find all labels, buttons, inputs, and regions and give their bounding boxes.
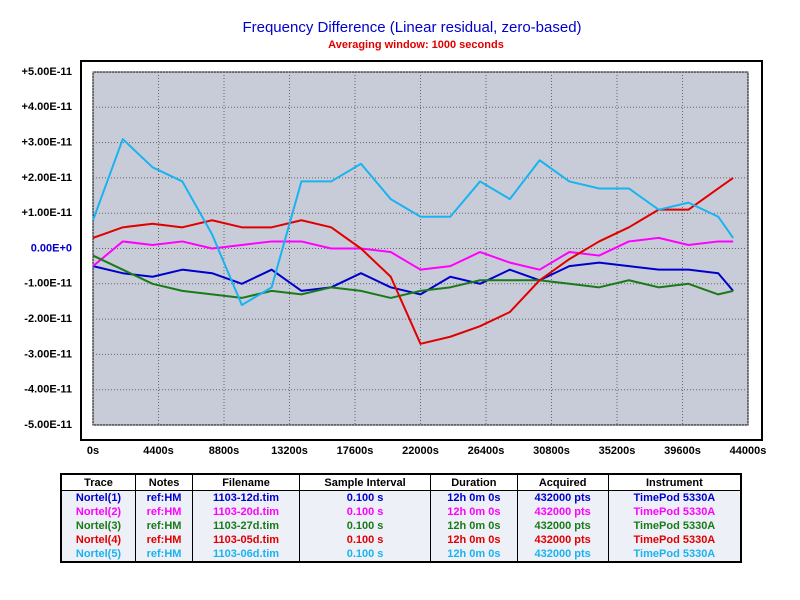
column-header: Duration [430,473,518,491]
y-tick-label: -2.00E-11 [24,313,72,325]
x-tick-label: 30800s [533,445,570,457]
table-cell: 0.100 s [298,547,432,562]
y-tick-label: -4.00E-11 [24,384,72,396]
table-cell: 1103-27d.tim [192,519,300,533]
table-cell: TimePod 5330A [607,533,742,547]
table-row: Nortel(3) ref:HM 1103-27d.tim 0.100 s 12h 0m… [60,519,742,533]
y-tick-label: -5.00E-11 [24,419,72,431]
table-cell: 1103-12d.tim [192,490,300,505]
table-cell: ref:HM [134,490,194,505]
table-cell: 432000 pts [516,547,609,562]
table-cell: TimePod 5330A [607,547,742,562]
table-cell: TimePod 5330A [607,490,742,505]
table-cell: 12h 0m 0s [430,505,518,519]
table-row: Nortel(2) ref:HM 1103-20d.tim 0.100 s 12h 0m… [60,505,742,519]
series-line [92,261,734,296]
column-header: Filename [192,473,300,491]
series-line [92,236,734,271]
chart-subtitle: Averaging window: 1000 seconds [328,39,504,51]
table-cell: Nortel(1) [60,490,136,505]
x-tick-label: 17600s [337,445,374,457]
table-cell: ref:HM [134,505,194,519]
series-line [92,177,734,345]
table-cell: 432000 pts [516,519,609,533]
table-cell: 432000 pts [516,533,609,547]
table-row: Nortel(5) ref:HM 1103-06d.tim 0.100 s 12h 0m… [60,547,742,562]
x-tick-label: 13200s [271,445,308,457]
table-cell: ref:HM [134,547,194,562]
table-cell: 12h 0m 0s [430,533,518,547]
table-cell: Nortel(5) [60,547,136,562]
table-header: Trace Notes Filename Sample Interval Duratio… [60,473,742,491]
column-header: Trace [60,473,136,491]
x-tick-label: 44000s [730,445,767,457]
x-tick-label: 8800s [209,445,240,457]
x-tick-label: 4400s [143,445,174,457]
x-tick-label: 35200s [599,445,636,457]
y-tick-label: +5.00E-11 [22,66,72,78]
table-row: Nortel(1) ref:HM 1103-12d.tim 0.100 s 12h 0m… [60,490,742,505]
chart: Frequency Difference (Linear residual, z… [22,19,767,457]
table-body: Nortel(1) ref:HM 1103-12d.tim 0.100 s 12h 0m… [60,490,742,562]
table-cell: 1103-20d.tim [192,505,300,519]
y-tick-label: +2.00E-11 [22,172,72,184]
column-header: Instrument [607,473,742,491]
y-tick-label: +1.00E-11 [22,207,72,219]
table-cell: Nortel(2) [60,505,136,519]
y-tick-label: -3.00E-11 [24,348,72,360]
table-cell: 12h 0m 0s [430,547,518,562]
series-line [92,138,734,306]
table-row: Nortel(4) ref:HM 1103-05d.tim 0.100 s 12h 0m… [60,533,742,547]
table-cell: 0.100 s [298,533,432,547]
table-cell: TimePod 5330A [607,519,742,533]
table-cell: 0.100 s [298,519,432,533]
column-header: Notes [134,473,194,491]
column-header: Acquired [516,473,609,491]
table-cell: 432000 pts [516,505,609,519]
table-cell: ref:HM [134,533,194,547]
y-tick-label: +3.00E-11 [22,137,72,149]
table-cell: ref:HM [134,519,194,533]
y-tick-label: 0.00E+0 [31,242,72,254]
x-tick-label: 0s [87,445,99,457]
table-cell: 1103-05d.tim [192,533,300,547]
y-tick-label: -1.00E-11 [24,278,72,290]
table-cell: 0.100 s [298,505,432,519]
x-tick-label: 39600s [664,445,701,457]
chart-title: Frequency Difference (Linear residual, z… [242,19,581,36]
series-line [92,254,734,299]
table-cell: 12h 0m 0s [430,519,518,533]
table-cell: 0.100 s [298,490,432,505]
table-cell: Nortel(4) [60,533,136,547]
x-tick-label: 26400s [468,445,505,457]
table-cell: 432000 pts [516,490,609,505]
y-tick-label: +4.00E-11 [22,101,72,113]
table-cell: 12h 0m 0s [430,490,518,505]
table-cell: TimePod 5330A [607,505,742,519]
x-tick-label: 22000s [402,445,439,457]
table-cell: 1103-06d.tim [192,547,300,562]
table-cell: Nortel(3) [60,519,136,533]
info-table: Trace Notes Filename Sample Interval Duratio… [60,473,742,563]
column-header: Sample Interval [298,473,432,491]
